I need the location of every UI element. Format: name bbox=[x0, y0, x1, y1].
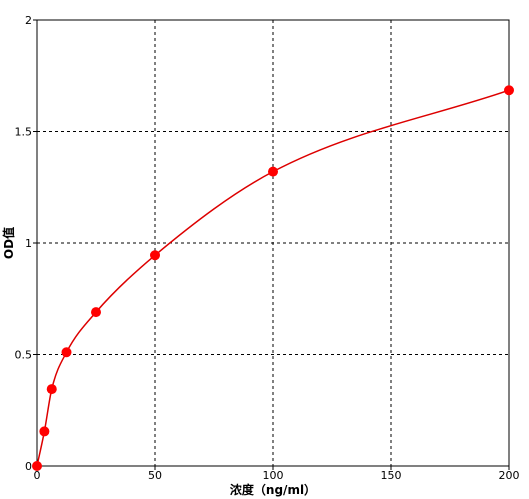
data-point bbox=[46, 384, 57, 395]
y-axis-label: OD值 bbox=[1, 227, 16, 259]
x-tick-label: 50 bbox=[148, 469, 162, 482]
y-tick-label: 1 bbox=[25, 237, 32, 250]
y-tick-label: 1.5 bbox=[15, 126, 33, 139]
fit-curve bbox=[36, 89, 510, 467]
x-tick-label: 0 bbox=[34, 469, 41, 482]
y-tick-label: 0 bbox=[25, 460, 32, 473]
data-point bbox=[39, 426, 50, 437]
grid-lines bbox=[37, 20, 509, 466]
data-point bbox=[91, 307, 101, 318]
y-axis-ticks: 0 0.5 1 1.5 2 bbox=[15, 14, 37, 473]
y-tick-label: 2 bbox=[25, 14, 32, 27]
x-tick-label: 150 bbox=[381, 469, 402, 482]
x-axis-ticks: 0 50 100 150 200 bbox=[34, 466, 520, 482]
x-axis-label: 浓度（ng/ml） bbox=[230, 482, 316, 497]
x-tick-label: 200 bbox=[499, 469, 520, 482]
data-points bbox=[32, 85, 514, 471]
x-tick-label: 100 bbox=[263, 469, 284, 482]
data-point bbox=[504, 85, 514, 96]
data-point bbox=[61, 347, 72, 358]
data-point bbox=[150, 250, 160, 261]
data-point bbox=[32, 461, 42, 471]
data-point bbox=[268, 166, 278, 177]
y-tick-label: 0.5 bbox=[15, 349, 33, 362]
